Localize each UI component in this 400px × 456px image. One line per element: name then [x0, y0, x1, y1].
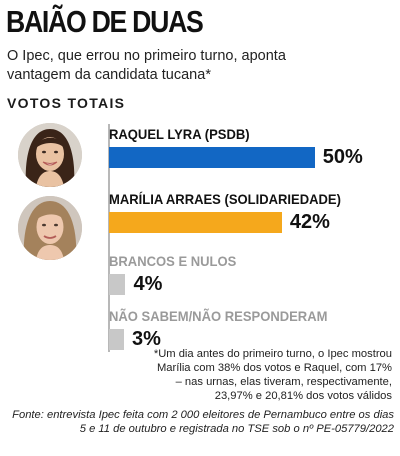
- section-label: VOTOS TOTAIS: [7, 95, 126, 111]
- value-label-marilia-arraes: 42%: [289, 211, 330, 233]
- value-label-nao-sabem: 3%: [132, 328, 161, 350]
- marilia-arraes-photo: [18, 196, 82, 260]
- bar-raquel-lyra: [109, 147, 315, 168]
- footnote: *Um dia antes do primeiro turno, o Ipec …: [153, 348, 392, 402]
- bar-label-brancos-nulos: BRANCOS E NULOS: [109, 253, 237, 269]
- value-label-brancos-nulos: 4%: [133, 273, 163, 295]
- bar-label-raquel-lyra: RAQUEL LYRA (PSDB): [109, 126, 250, 142]
- raquel-lyra-photo: [18, 123, 82, 187]
- chart-subtitle: O Ipec, que errou no primeiro turno, apo…: [7, 48, 286, 83]
- bar-brancos-nulos: [109, 274, 126, 295]
- chart-title: BAIÃO DE DUAS: [6, 4, 204, 39]
- bar-nao-sabem: [109, 329, 124, 350]
- bar-marilia-arraes: [109, 212, 282, 233]
- bar-label-marilia-arraes: MARÍLIA ARRAES (SOLIDARIEDADE): [109, 191, 341, 207]
- chart-axis-line: [108, 124, 110, 352]
- source-note: Fonte: entrevista Ipec feita com 2 000 e…: [12, 409, 394, 435]
- value-label-raquel-lyra: 50%: [322, 146, 363, 168]
- bar-label-nao-sabem: NÃO SABEM/NÃO RESPONDERAM: [109, 308, 328, 324]
